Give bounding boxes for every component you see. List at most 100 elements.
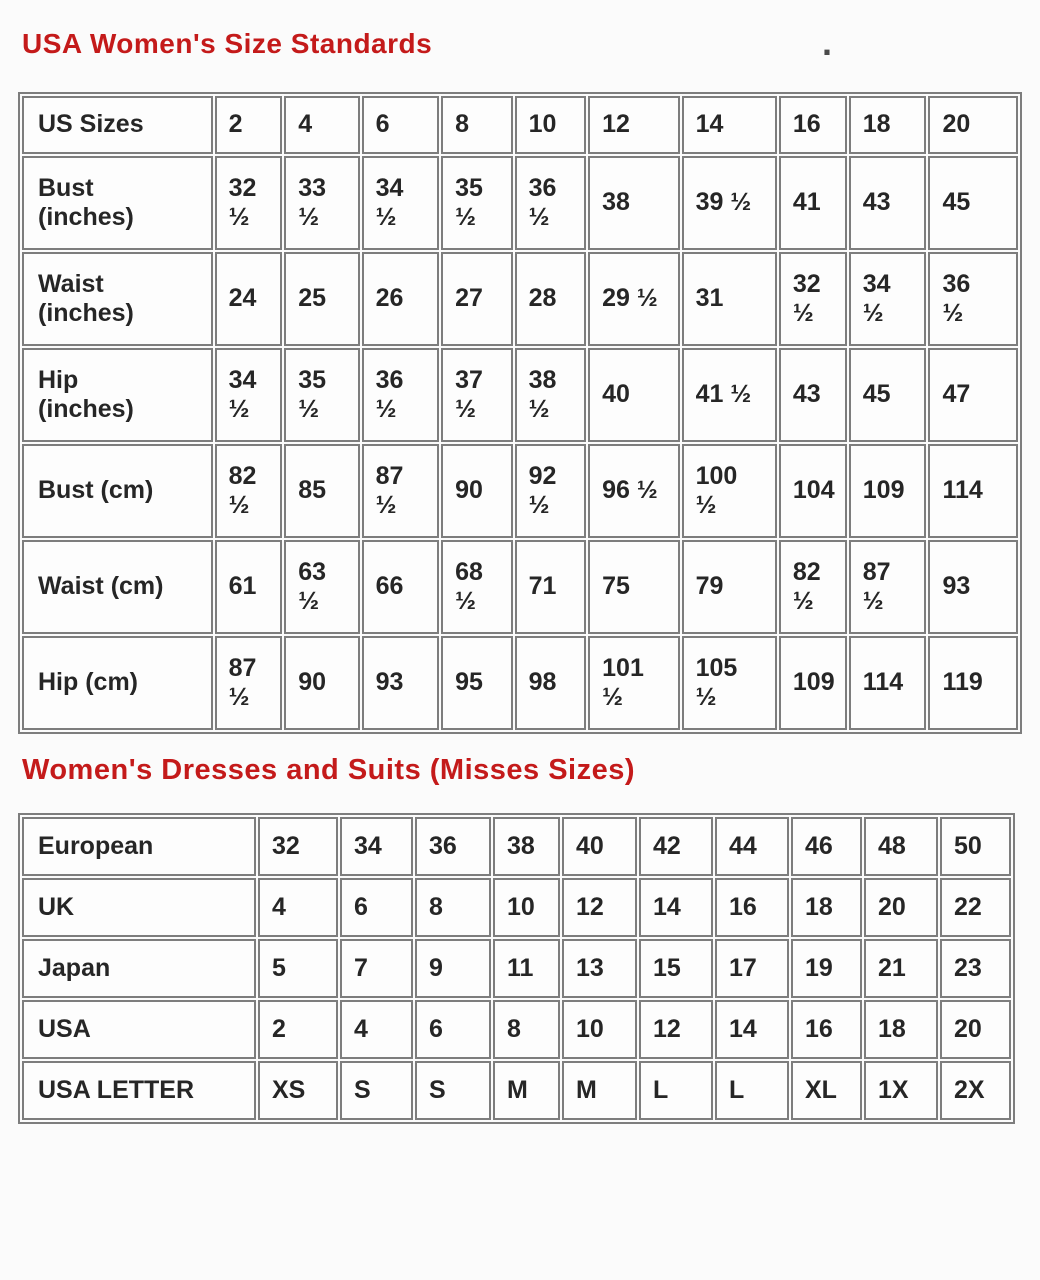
size-cell: 48 xyxy=(864,817,938,876)
size-cell: 119 xyxy=(928,636,1018,730)
conversion-table: European 32 34 36 38 40 42 44 46 48 50 UK 4 6 8 10 12 14 1… xyxy=(18,813,1015,1124)
size-cell: 96 ½ xyxy=(588,444,680,538)
size-cell: 92 ½ xyxy=(514,444,587,538)
size-cell: 2X xyxy=(940,1061,1011,1120)
size-cell: 8 xyxy=(441,96,513,154)
size-cell: L xyxy=(715,1061,789,1120)
size-cell: 40 xyxy=(562,817,637,876)
size-cell: 98 xyxy=(514,636,587,730)
size-cell: 36 ½ xyxy=(514,156,587,250)
size-cell: 27 xyxy=(441,252,513,346)
size-cell: 93 xyxy=(928,540,1018,634)
size-cell: 15 xyxy=(639,939,713,998)
table-row: US Sizes 2 4 6 8 10 12 14 16 18 20 xyxy=(22,96,1018,154)
size-cell: 61 xyxy=(214,540,283,634)
table-row: UK 4 6 8 10 12 14 16 18 20 22 xyxy=(22,878,1011,937)
size-cell: 37 ½ xyxy=(441,348,513,442)
size-cell: 18 xyxy=(864,1000,938,1059)
size-cell: 21 xyxy=(864,939,938,998)
row-label: Bust (cm) xyxy=(22,444,213,538)
row-label: Bust (inches) xyxy=(22,156,213,250)
size-cell: 36 ½ xyxy=(928,252,1018,346)
size-cell: 16 xyxy=(715,878,789,937)
size-cell: 14 xyxy=(681,96,777,154)
size-cell: 39 ½ xyxy=(681,156,777,250)
size-cell: 114 xyxy=(848,636,927,730)
size-cell: 35 ½ xyxy=(284,348,360,442)
row-label: Hip (inches) xyxy=(22,348,213,442)
size-chart-page: USA Women's Size Standards . US Sizes 2 4 6… xyxy=(18,22,1022,1124)
size-cell: 10 xyxy=(514,96,587,154)
size-cell: 45 xyxy=(848,348,927,442)
size-cell: 13 xyxy=(562,939,637,998)
size-cell: XS xyxy=(258,1061,338,1120)
size-cell: 105 ½ xyxy=(681,636,777,730)
size-cell: 18 xyxy=(791,878,862,937)
size-cell: 5 xyxy=(258,939,338,998)
table-row: Waist (inches) 24 25 26 27 28 29 ½ 31 32 ½ 34 ½ 36… xyxy=(22,252,1018,346)
table-row: Hip (cm) 87 ½ 90 93 95 98 101 ½ 105 ½ 109 114 119 xyxy=(22,636,1018,730)
size-cell: 50 xyxy=(940,817,1011,876)
size-cell: 14 xyxy=(715,1000,789,1059)
size-cell: 87 ½ xyxy=(214,636,283,730)
size-cell: 2 xyxy=(214,96,283,154)
size-cell: 11 xyxy=(493,939,560,998)
size-cell: 68 ½ xyxy=(441,540,513,634)
size-cell: 34 ½ xyxy=(214,348,283,442)
row-label: Hip (cm) xyxy=(22,636,213,730)
size-cell: 47 xyxy=(928,348,1018,442)
size-cell: 79 xyxy=(681,540,777,634)
size-cell: 109 xyxy=(778,636,847,730)
size-cell: 100 ½ xyxy=(681,444,777,538)
size-cell: 109 xyxy=(848,444,927,538)
size-cell: 34 xyxy=(340,817,413,876)
table-row: USA 2 4 6 8 10 12 14 16 18 20 xyxy=(22,1000,1011,1059)
size-cell: 33 ½ xyxy=(284,156,360,250)
size-cell: 20 xyxy=(940,1000,1011,1059)
size-cell: 82 ½ xyxy=(214,444,283,538)
size-cell: 46 xyxy=(791,817,862,876)
size-cell: 4 xyxy=(284,96,360,154)
size-cell: 87 ½ xyxy=(848,540,927,634)
size-cell: 101 ½ xyxy=(588,636,680,730)
size-cell: 71 xyxy=(514,540,587,634)
row-label: USA xyxy=(22,1000,256,1059)
size-cell: 18 xyxy=(848,96,927,154)
size-cell: 36 ½ xyxy=(361,348,440,442)
size-cell: 32 ½ xyxy=(778,252,847,346)
size-cell: 32 ½ xyxy=(214,156,283,250)
size-cell: 16 xyxy=(791,1000,862,1059)
size-cell: S xyxy=(340,1061,413,1120)
size-cell: L xyxy=(639,1061,713,1120)
size-cell: 38 ½ xyxy=(514,348,587,442)
size-cell: 45 xyxy=(928,156,1018,250)
size-cell: 6 xyxy=(361,96,440,154)
size-cell: 26 xyxy=(361,252,440,346)
size-cell: 17 xyxy=(715,939,789,998)
size-standards-table: US Sizes 2 4 6 8 10 12 14 16 18 20 Bust (inches) 32 … xyxy=(18,92,1022,734)
size-cell: 14 xyxy=(639,878,713,937)
table-row: Japan 5 7 9 11 13 15 17 19 21 23 xyxy=(22,939,1011,998)
size-cell: 90 xyxy=(441,444,513,538)
size-cell: 82 ½ xyxy=(778,540,847,634)
size-cell: 63 ½ xyxy=(284,540,360,634)
size-cell: 43 xyxy=(848,156,927,250)
size-cell: 25 xyxy=(284,252,360,346)
size-cell: 22 xyxy=(940,878,1011,937)
size-cell: 4 xyxy=(340,1000,413,1059)
size-cell: 16 xyxy=(778,96,847,154)
row-label: UK xyxy=(22,878,256,937)
size-cell: 10 xyxy=(562,1000,637,1059)
size-cell: 28 xyxy=(514,252,587,346)
size-cell: 104 xyxy=(778,444,847,538)
size-cell: 19 xyxy=(791,939,862,998)
size-cell: 1X xyxy=(864,1061,938,1120)
size-cell: 66 xyxy=(361,540,440,634)
size-cell: 12 xyxy=(639,1000,713,1059)
table-row: USA LETTER XS S S M M L L XL 1X 2X xyxy=(22,1061,1011,1120)
table-row: Bust (cm) 82 ½ 85 87 ½ 90 92 ½ 96 ½ 100 ½ 104 109… xyxy=(22,444,1018,538)
size-cell: 6 xyxy=(415,1000,491,1059)
size-cell: 90 xyxy=(284,636,360,730)
page-title: USA Women's Size Standards xyxy=(22,28,433,59)
